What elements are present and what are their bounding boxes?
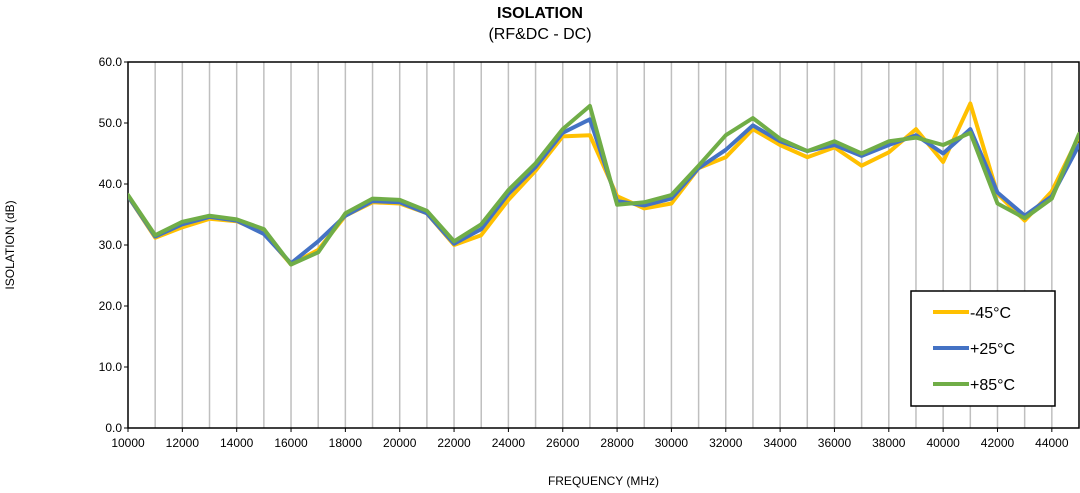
x-tick-label: 16000: [274, 436, 308, 450]
legend-label: +25°C: [970, 341, 1015, 358]
x-tick-label: 28000: [600, 436, 634, 450]
y-tick-label: 0.0: [105, 421, 122, 435]
chart-title: ISOLATION: [497, 5, 583, 22]
x-tick-label: 40000: [926, 436, 960, 450]
x-tick-label: 18000: [329, 436, 363, 450]
x-tick-label: 32000: [709, 436, 743, 450]
y-tick-label: 60.0: [99, 55, 123, 69]
y-axis: 0.0 10.0 20.0 30.0 40.0 50.0 60.0: [99, 55, 128, 435]
chart-subtitle: (RF&DC - DC): [488, 26, 591, 43]
x-tick-label: 44000: [1035, 436, 1069, 450]
y-axis-label: ISOLATION (dB): [3, 200, 17, 289]
x-tick-label: 34000: [763, 436, 797, 450]
x-tick-label: 38000: [872, 436, 906, 450]
x-tick-label: 24000: [492, 436, 526, 450]
series-lines: [128, 104, 1079, 265]
x-tick-label: 10000: [111, 436, 145, 450]
y-tick-label: 30.0: [99, 238, 123, 252]
legend-label: -45°C: [970, 305, 1011, 322]
legend: -45°C +25°C +85°C: [911, 291, 1055, 406]
series-line-3: [128, 106, 1079, 265]
y-tick-label: 50.0: [99, 116, 123, 130]
x-tick-label: 30000: [655, 436, 689, 450]
x-axis: 10000 12000 14000 16000 18000 20000 22000 24000…: [111, 428, 1069, 450]
x-tick-label: 22000: [437, 436, 471, 450]
y-tick-label: 20.0: [99, 299, 123, 313]
x-tick-label: 12000: [166, 436, 200, 450]
x-tick-label: 36000: [818, 436, 852, 450]
x-tick-label: 14000: [220, 436, 254, 450]
legend-label: +85°C: [970, 377, 1015, 394]
x-axis-label: FREQUENCY (MHz): [548, 474, 659, 488]
series-line-2: [128, 119, 1079, 263]
x-tick-label: 42000: [981, 436, 1015, 450]
y-tick-label: 10.0: [99, 360, 123, 374]
y-tick-label: 40.0: [99, 177, 123, 191]
x-tick-label: 26000: [546, 436, 580, 450]
x-tick-label: 20000: [383, 436, 417, 450]
